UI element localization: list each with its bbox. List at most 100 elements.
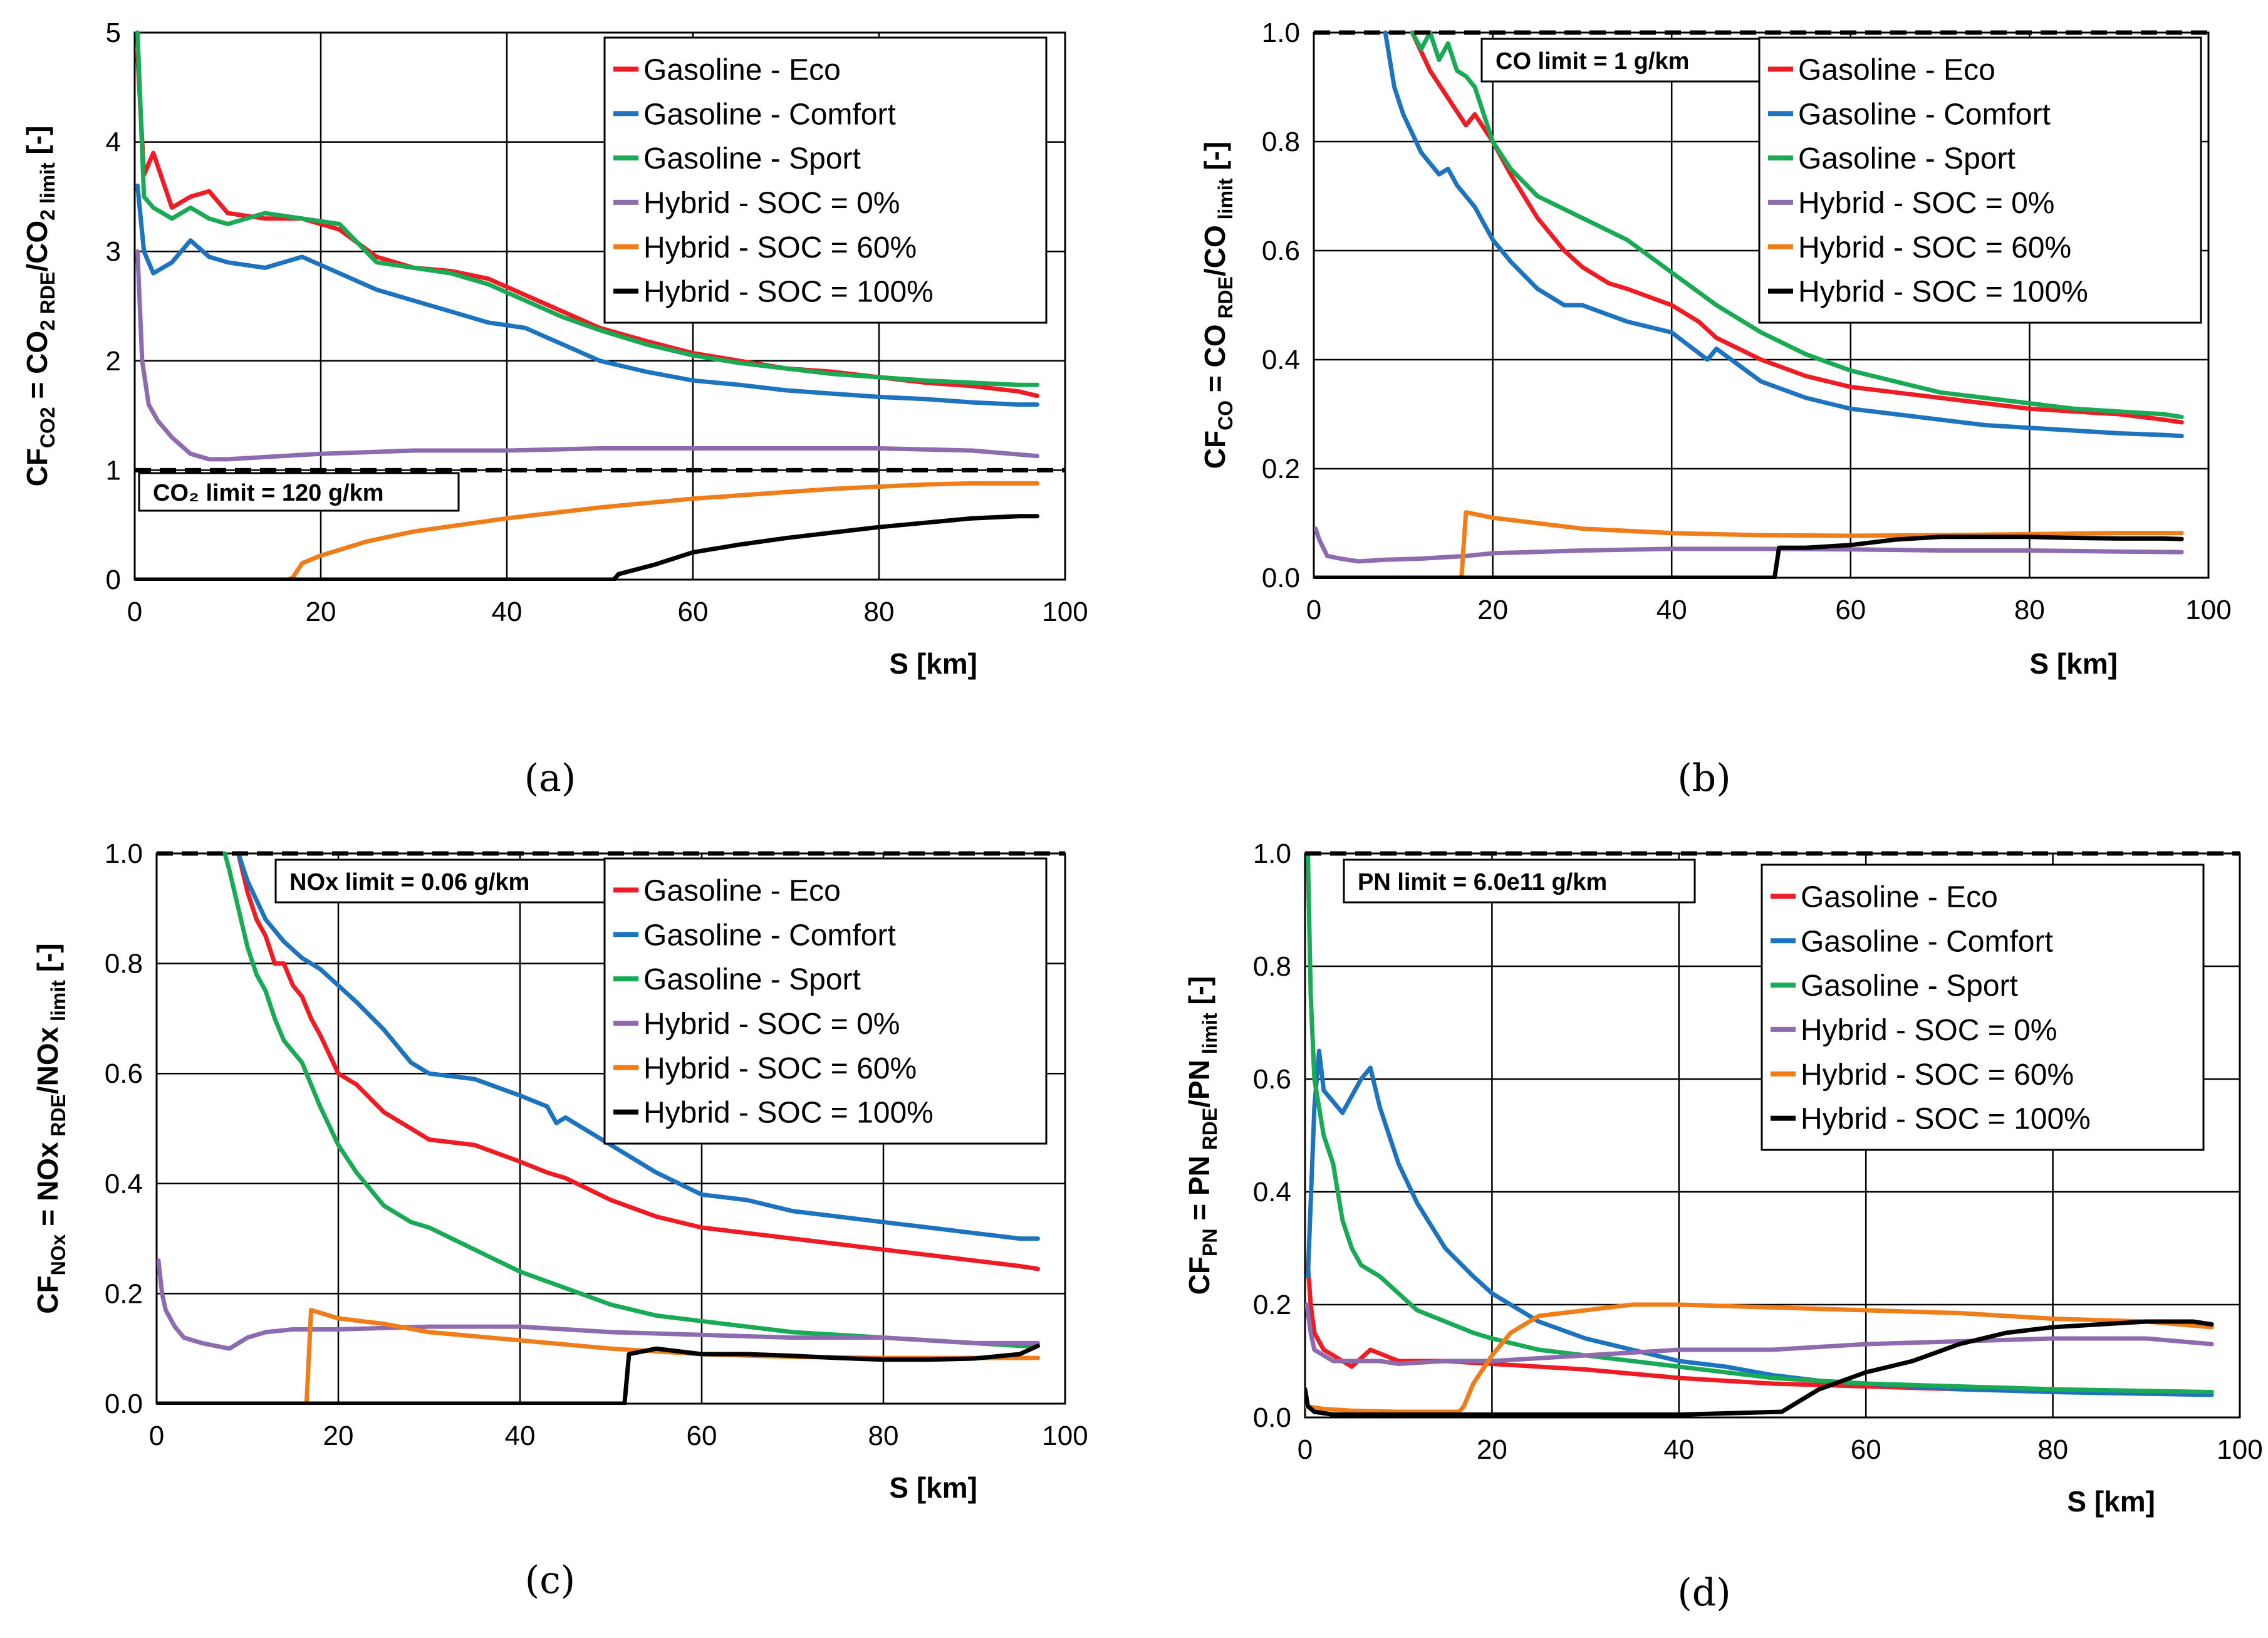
x-tick-label: 0 xyxy=(1298,1434,1313,1465)
y-tick-label: 5 xyxy=(106,18,121,48)
y-tick-label: 0.0 xyxy=(1253,1402,1291,1433)
legend: Gasoline - Eco Gasoline - Comfort Gasoline… xyxy=(1761,863,2205,1151)
legend-entry: Hybrid - SOC = 0% xyxy=(643,1008,900,1041)
legend: Gasoline - Eco Gasoline - Comfort Gasoline… xyxy=(603,36,1048,324)
series-line-hybrid-soc-0- xyxy=(1314,526,2184,564)
y-tick-label: 0.6 xyxy=(105,1058,143,1089)
legend-entry: Gasoline - Comfort xyxy=(643,919,896,952)
y-tick-label: 0.8 xyxy=(1262,127,1300,157)
x-tick-label: 60 xyxy=(687,1421,717,1451)
x-tick-label: 40 xyxy=(492,597,523,627)
y-tick-label: 0.2 xyxy=(105,1278,143,1309)
x-tick-label: 80 xyxy=(864,597,895,627)
series-line-hybrid-soc-60- xyxy=(1305,1302,2214,1414)
y-tick-label: 0.2 xyxy=(1253,1290,1291,1320)
series-line-gasoline-comfort xyxy=(236,851,1040,1241)
limit-label: CO limit = 1 g/km xyxy=(1496,48,1689,75)
y-axis-label: CFNOx = NOx RDE/NOx limit [-] xyxy=(31,943,70,1313)
legend: Gasoline - Eco Gasoline - Comfort Gasoline… xyxy=(603,857,1048,1145)
chart-3: 0 20 40 60 80 100 0.0 0.2 0.4 0.6 0.8 1.0 S [km] CFNO… xyxy=(31,838,1088,1602)
x-tick-label: 20 xyxy=(323,1421,354,1451)
legend-entry: Gasoline - Comfort xyxy=(1798,98,2051,131)
y-tick-label: 1 xyxy=(106,455,121,486)
series-line-hybrid-soc-100- xyxy=(1305,1319,2214,1417)
series-line-hybrid-soc-100- xyxy=(1314,535,2184,579)
y-tick-label: 4 xyxy=(106,127,121,158)
y-tick-label: 0.6 xyxy=(1253,1064,1291,1095)
panel-label: (c) xyxy=(525,1558,575,1602)
series-line-hybrid-soc-60- xyxy=(1314,510,2184,579)
series-line-hybrid-soc-60- xyxy=(135,481,1039,581)
x-tick-label: 80 xyxy=(2037,1434,2068,1465)
x-tick-label: 60 xyxy=(1835,595,1866,625)
limit-label-box xyxy=(1480,38,1764,83)
y-tick-label: 1.0 xyxy=(1253,838,1291,869)
legend-entry: Hybrid - SOC = 60% xyxy=(643,1052,917,1085)
legend-entry: Gasoline - Sport xyxy=(1798,142,2016,175)
x-tick-label: 80 xyxy=(2014,595,2045,625)
x-tick-label: 60 xyxy=(678,597,709,627)
y-tick-label: 0.0 xyxy=(1262,563,1300,593)
series-line-gasoline-sport xyxy=(1410,30,2184,419)
y-tick-label: 0.8 xyxy=(1253,951,1291,982)
legend-entry: Gasoline - Sport xyxy=(643,142,861,175)
y-tick-label: 1.0 xyxy=(105,838,143,869)
y-tick-label: 0 xyxy=(106,565,121,595)
y-tick-label: 0.6 xyxy=(1262,236,1300,266)
legend-box xyxy=(1758,36,2202,324)
legend-entry: Gasoline - Sport xyxy=(1801,969,2018,1003)
legend-entry: Hybrid - SOC = 0% xyxy=(1798,187,2054,220)
x-axis-label: S [km] xyxy=(889,647,977,680)
chart-1: 0 20 40 60 80 100 0 1 2 3 4 5 S [km] CFCO2 = CO2 RDE/… xyxy=(21,18,1088,800)
series-line-gasoline-comfort xyxy=(135,183,1039,407)
series-line-gasoline-eco xyxy=(1410,30,2184,425)
legend-box xyxy=(603,857,1048,1145)
legend-entry: Gasoline - Eco xyxy=(643,53,841,86)
series-line-hybrid-soc-0- xyxy=(157,1258,1040,1351)
x-tick-label: 20 xyxy=(306,597,336,627)
x-tick-label: 80 xyxy=(868,1421,899,1451)
limit-label-box xyxy=(138,472,460,512)
x-tick-label: 0 xyxy=(127,597,142,627)
legend-entry: Hybrid - SOC = 0% xyxy=(1801,1014,2057,1047)
limit-label: CO₂ limit = 120 g/km xyxy=(153,480,384,506)
series-line-hybrid-soc-100- xyxy=(135,514,1039,581)
series-line-hybrid-soc-0- xyxy=(1305,1302,2214,1366)
y-axis-label: CFPN = PN RDE/PN limit [-] xyxy=(1183,976,1221,1295)
panel-label: (d) xyxy=(1677,1571,1730,1615)
x-tick-label: 40 xyxy=(505,1421,536,1451)
x-tick-label: 20 xyxy=(1477,1434,1507,1465)
legend-entry: Gasoline - Comfort xyxy=(1801,925,2053,958)
chart-4: 0 20 40 60 80 100 0.0 0.2 0.4 0.6 0.8 1.0 S [km] CFPN… xyxy=(1183,838,2263,1615)
series-line-hybrid-soc-60- xyxy=(157,1308,1040,1405)
y-tick-label: 2 xyxy=(106,346,121,377)
limit-label: NOx limit = 0.06 g/km xyxy=(289,869,529,895)
legend-entry: Hybrid - SOC = 100% xyxy=(1801,1103,2091,1136)
series-line-hybrid-soc-100- xyxy=(157,1343,1040,1405)
legend-entry: Hybrid - SOC = 100% xyxy=(1798,276,2088,309)
y-tick-label: 3 xyxy=(106,236,121,267)
panel-label: (b) xyxy=(1677,756,1730,800)
x-tick-label: 40 xyxy=(1663,1434,1694,1465)
legend-entry: Hybrid - SOC = 60% xyxy=(1801,1058,2074,1092)
legend-entry: Hybrid - SOC = 100% xyxy=(643,276,934,309)
x-axis-label: S [km] xyxy=(2029,647,2118,680)
legend: Gasoline - Eco Gasoline - Comfort Gasoline… xyxy=(1758,36,2202,324)
x-tick-label: 60 xyxy=(1851,1434,1881,1465)
legend-entry: Hybrid - SOC = 0% xyxy=(643,187,900,220)
y-tick-label: 0.4 xyxy=(105,1169,143,1199)
y-axis-label: CFCO = CO RDE/CO limit [-] xyxy=(1199,142,1237,469)
legend-box xyxy=(1761,863,2205,1151)
x-tick-label: 100 xyxy=(1042,1421,1088,1451)
legend-entry: Hybrid - SOC = 60% xyxy=(1798,231,2071,264)
y-tick-label: 0.8 xyxy=(105,949,143,979)
legend-box xyxy=(603,36,1048,324)
legend-entry: Gasoline - Eco xyxy=(1801,880,1998,914)
y-tick-label: 0.2 xyxy=(1262,454,1300,484)
legend-entry: Hybrid - SOC = 100% xyxy=(643,1097,934,1130)
x-tick-label: 40 xyxy=(1657,595,1687,625)
limit-label-box xyxy=(1343,858,1696,904)
legend-entry: Gasoline - Eco xyxy=(1798,53,1995,86)
x-tick-label: 0 xyxy=(149,1421,164,1451)
